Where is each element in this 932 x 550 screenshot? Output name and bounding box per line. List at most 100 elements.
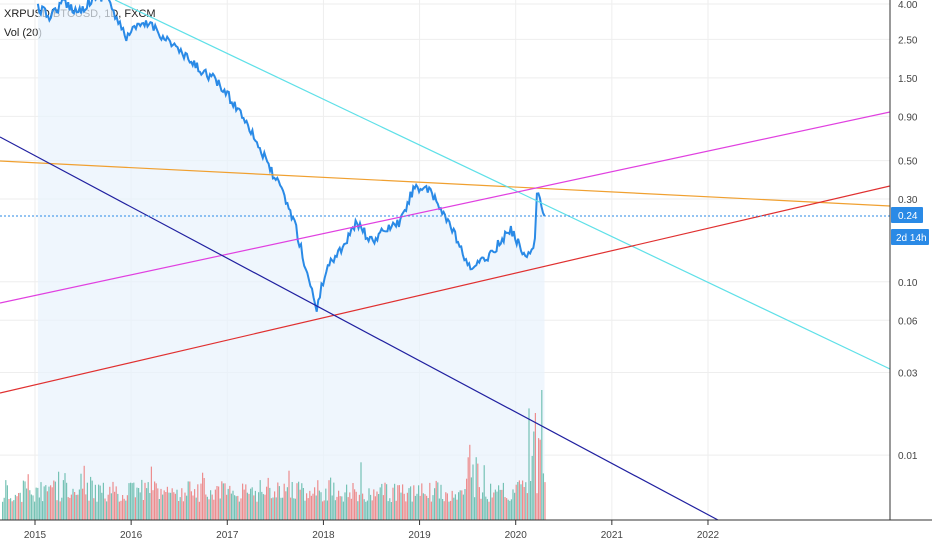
volume-bar (283, 483, 285, 520)
x-tick-label: 2018 (312, 530, 335, 541)
volume-bar (486, 499, 488, 520)
volume-bar (141, 479, 143, 520)
volume-bar (406, 492, 408, 520)
volume-bar (410, 486, 412, 520)
volume-bar (190, 491, 192, 520)
y-tick-label: 0.90 (898, 112, 918, 123)
volume-bar (197, 484, 199, 520)
volume-bar (202, 472, 204, 520)
time-axis[interactable]: 2015 2016 2017 2018 2019 2020 2021 2022 (24, 520, 720, 541)
volume-bar (184, 492, 186, 520)
volume-bar (544, 482, 546, 520)
volume-bar (526, 493, 528, 520)
volume-bar (232, 490, 234, 520)
orange-trendline[interactable] (0, 160, 891, 207)
volume-bar (374, 496, 376, 520)
volume-bar (438, 498, 440, 520)
last-price-badge-text: 0.24 (898, 211, 918, 222)
volume-bar (14, 494, 16, 520)
x-tick-label: 2022 (697, 530, 720, 541)
volume-bar (357, 501, 359, 520)
volume-bar (125, 500, 127, 520)
volume-bar (366, 500, 368, 520)
volume-bar (488, 501, 490, 520)
volume-bar (51, 487, 53, 520)
volume-bar (99, 485, 101, 520)
volume-bar (318, 490, 320, 520)
volume-bar (282, 497, 284, 520)
volume-bar (43, 486, 45, 520)
volume-bar (120, 500, 122, 520)
volume-bar (27, 474, 29, 520)
volume-bar (533, 431, 535, 520)
volume-bar (85, 494, 87, 520)
volume-bar (411, 501, 413, 520)
volume-bar (427, 498, 429, 520)
volume-bar (398, 485, 400, 520)
volume-bar (259, 480, 261, 520)
volume-bar (67, 497, 69, 520)
volume-bar (218, 486, 220, 520)
volume-bar (117, 493, 119, 520)
volume-bar (330, 477, 332, 520)
volume-bar (386, 484, 388, 520)
volume-bar (203, 478, 205, 520)
volume-bar (506, 498, 508, 520)
magenta-trendline[interactable] (0, 111, 891, 304)
volume-bar (528, 408, 530, 520)
volume-bar (365, 501, 367, 520)
volume-bar (138, 488, 140, 520)
y-tick-label: 0.30 (898, 195, 918, 206)
volume-bars (2, 390, 546, 520)
volume-bar (390, 502, 392, 520)
volume-bar (101, 492, 103, 520)
volume-bar (296, 483, 298, 520)
volume-bar (469, 444, 471, 520)
volume-bar (317, 480, 319, 520)
volume-bar (251, 487, 253, 520)
volume-bar (88, 500, 90, 520)
volume-bar (54, 481, 56, 520)
volume-bar (370, 494, 372, 520)
price-axis[interactable]: 4.00 2.50 1.50 0.90 0.50 0.30 0.10 0.06 0.03 0.01 (898, 0, 918, 462)
volume-bar (518, 480, 520, 520)
volume-bar (291, 482, 293, 520)
volume-bar (362, 493, 364, 520)
volume-bar (37, 487, 39, 520)
volume-bar (8, 499, 10, 520)
volume-bar (5, 480, 7, 520)
volume-bar (389, 498, 391, 520)
volume-bar (256, 501, 258, 520)
volume-bar (235, 496, 237, 520)
red-trendline[interactable] (0, 185, 891, 394)
volume-bar (254, 490, 256, 520)
volume-bar (122, 495, 124, 520)
price-area-fill (37, 0, 545, 520)
volume-bar (454, 494, 456, 520)
volume-bar (226, 494, 228, 520)
volume-bar (94, 484, 96, 520)
volume-bar (530, 481, 532, 520)
volume-bar (147, 482, 149, 520)
navy-trendline[interactable] (0, 136, 719, 521)
x-tick-label: 2017 (216, 530, 239, 541)
volume-bar (267, 477, 269, 520)
volume-bar (253, 495, 255, 520)
volume-bar (483, 465, 485, 520)
volume-bar (211, 494, 213, 520)
volume-bar (32, 495, 34, 520)
volume-bar (46, 491, 48, 520)
volume-bar (278, 486, 280, 520)
volume-bar (181, 488, 183, 520)
volume-bar (515, 484, 517, 520)
volume-bar (58, 471, 60, 520)
volume-bar (163, 490, 165, 520)
volume-bar (195, 497, 197, 520)
volume-bar (437, 482, 439, 520)
cyan-trendline[interactable] (114, 0, 891, 370)
volume-bar (82, 488, 84, 520)
y-tick-label: 0.01 (898, 451, 918, 462)
volume-bar (502, 482, 504, 520)
volume-bar (464, 489, 466, 520)
